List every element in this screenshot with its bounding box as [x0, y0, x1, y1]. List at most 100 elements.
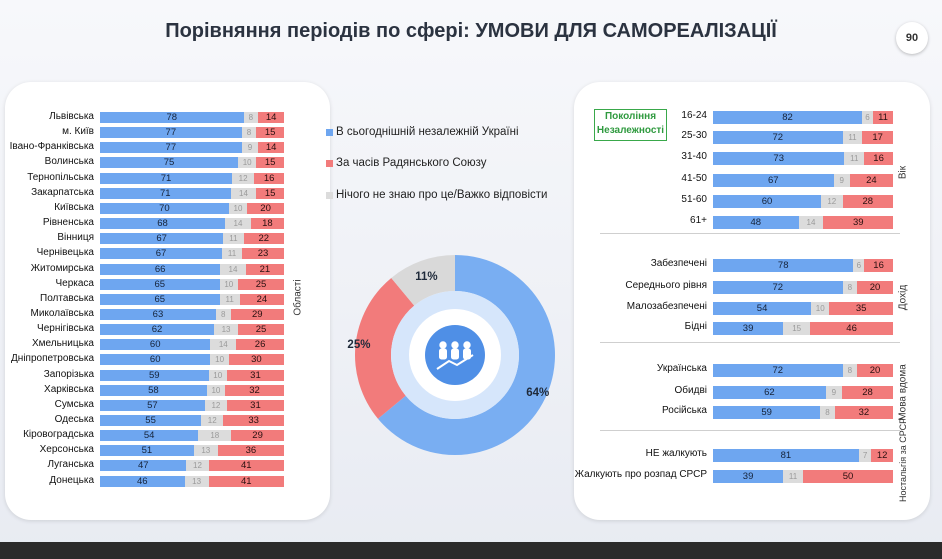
- bar-segment-independent: 39: [713, 322, 784, 335]
- bar-segment-soviet: 33: [223, 415, 284, 426]
- group-divider: [600, 430, 900, 431]
- bar-segment-soviet: 17: [862, 131, 893, 144]
- bar-segment-independent: 71: [100, 172, 232, 184]
- bar-segment-soviet: 22: [243, 233, 284, 245]
- bar-segment-independent: 70: [100, 202, 229, 214]
- bar-segment-soviet: 12: [871, 449, 893, 462]
- bar-segment-independent: 65: [100, 293, 220, 305]
- legend-label: За часів Радянського Союзу: [336, 157, 487, 169]
- bar-segment-soviet: 16: [864, 152, 893, 165]
- category-label: Одеська: [54, 414, 94, 425]
- page-number-badge: 90: [896, 22, 928, 54]
- bar-segment-soviet: 28: [842, 386, 893, 399]
- category-label: м. Київ: [62, 126, 94, 138]
- bar-segment-independent: 58: [100, 384, 207, 396]
- bar-segment-dont-know: 11: [223, 233, 244, 245]
- bar-segment-soviet: 50: [803, 470, 893, 483]
- bar-segment-independent: 60: [100, 354, 211, 366]
- bar-segment-soviet: 18: [250, 218, 284, 230]
- bar-segment-independent: 54: [100, 430, 199, 442]
- legend-swatch-blue: [326, 129, 333, 136]
- bar-segment-dont-know: 9: [833, 174, 850, 187]
- category-label: Луганська: [47, 459, 94, 471]
- bar-segment-independent: 82: [713, 111, 863, 124]
- bar-segment-independent: 72: [713, 281, 843, 294]
- donut-value-label: 64%: [526, 387, 550, 400]
- bar-segment-independent: 60: [713, 195, 821, 208]
- bar-segment-dont-know: 18: [198, 430, 232, 442]
- bar-segment-soviet: 15: [256, 157, 284, 169]
- bar-segment-dont-know: 12: [186, 460, 209, 472]
- bar-segment-independent: 78: [100, 112, 244, 123]
- bar-segment-dont-know: 6: [853, 259, 865, 272]
- bar-segment-dont-know: 8: [243, 112, 259, 123]
- bar-segment-dont-know: 12: [204, 399, 227, 411]
- bar-segment-dont-know: 14: [225, 218, 251, 230]
- bar-segment-soviet: 25: [238, 324, 284, 336]
- bar-segment-dont-know: 13: [184, 475, 209, 487]
- bar-segment-independent: 73: [713, 152, 845, 165]
- bar-segment-dont-know: 12: [231, 172, 255, 184]
- category-label: Миколаївська: [30, 307, 95, 319]
- donut-value-label: 11%: [415, 270, 438, 283]
- bar-segment-independent: 55: [100, 415, 202, 426]
- category-label: Полтавська: [40, 292, 94, 304]
- bar-segment-dont-know: 11: [222, 248, 243, 260]
- bar-segment-dont-know: 11: [842, 131, 863, 144]
- bar-segment-dont-know: 14: [210, 339, 237, 351]
- bar-segment-dont-know: 8: [215, 308, 231, 320]
- bar-segment-soviet: 35: [829, 302, 893, 315]
- person-head: [463, 341, 471, 349]
- bar-segment-dont-know: 8: [820, 406, 835, 419]
- bar-segment-soviet: 36: [217, 445, 284, 457]
- bar-segment-independent: 54: [713, 302, 812, 315]
- category-label: Харківська: [44, 383, 94, 395]
- donut-slice-independent: [377, 255, 555, 455]
- category-label: Дніпропетровська: [11, 353, 94, 365]
- category-label: Волинська: [44, 156, 94, 168]
- bar-segment-soviet: 23: [242, 248, 284, 260]
- donut-value-label: 25%: [347, 338, 371, 351]
- group-label: Ностальгія за СРСР: [898, 417, 908, 502]
- bar-segment-independent: 67: [713, 174, 834, 187]
- bar-segment-independent: 77: [100, 142, 242, 154]
- donut-slice-dont-know: [391, 255, 455, 306]
- legend-item-dont-know: Нічого не знаю про це/Важко відповісти: [326, 189, 548, 201]
- bar-segment-soviet: 31: [226, 399, 284, 411]
- bar-segment-soviet: 20: [857, 364, 893, 377]
- category-label: Середнього рівня: [625, 280, 707, 291]
- person-body: [439, 348, 447, 360]
- bar-segment-dont-know: 14: [230, 187, 257, 199]
- category-label: Хмельницька: [31, 338, 94, 350]
- bar-segment-dont-know: 9: [825, 386, 843, 399]
- bar-segment-soviet: 39: [823, 216, 893, 229]
- category-label: 41-50: [681, 173, 707, 184]
- bar-segment-dont-know: 10: [208, 369, 227, 381]
- bar-segment-soviet: 41: [208, 460, 284, 472]
- group-label-regions: Області: [292, 279, 304, 316]
- category-label: 16-24: [681, 110, 707, 121]
- bar-segment-dont-know: 10: [219, 278, 238, 290]
- category-label: НЕ жалкують: [645, 448, 707, 459]
- bar-segment-independent: 63: [100, 308, 216, 320]
- bar-segment-independent: 72: [713, 131, 843, 144]
- legend-label: Нічого не знаю про це/Важко відповісти: [336, 189, 548, 201]
- bar-segment-independent: 67: [100, 233, 224, 245]
- bar-segment-independent: 59: [713, 406, 821, 419]
- category-label: Рівненська: [42, 217, 94, 229]
- bar-segment-dont-know: 10: [238, 157, 257, 169]
- bar-segment-soviet: 20: [247, 202, 284, 214]
- category-label: Чернігівська: [37, 323, 94, 335]
- bar-segment-dont-know: 10: [206, 384, 226, 396]
- bar-segment-soviet: 11: [873, 111, 893, 124]
- bar-segment-dont-know: 10: [228, 202, 248, 214]
- category-label: Вінниця: [57, 232, 94, 244]
- bar-segment-dont-know: 15: [783, 322, 811, 335]
- bar-segment-soviet: 20: [857, 281, 893, 294]
- bar-segment-independent: 68: [100, 218, 226, 230]
- bar-segment-dont-know: 12: [821, 195, 843, 208]
- bar-segment-dont-know: 13: [193, 445, 218, 457]
- bar-segment-soviet: 46: [810, 322, 893, 335]
- bar-segment-dont-know: 8: [842, 364, 857, 377]
- bar-segment-soviet: 24: [239, 293, 284, 305]
